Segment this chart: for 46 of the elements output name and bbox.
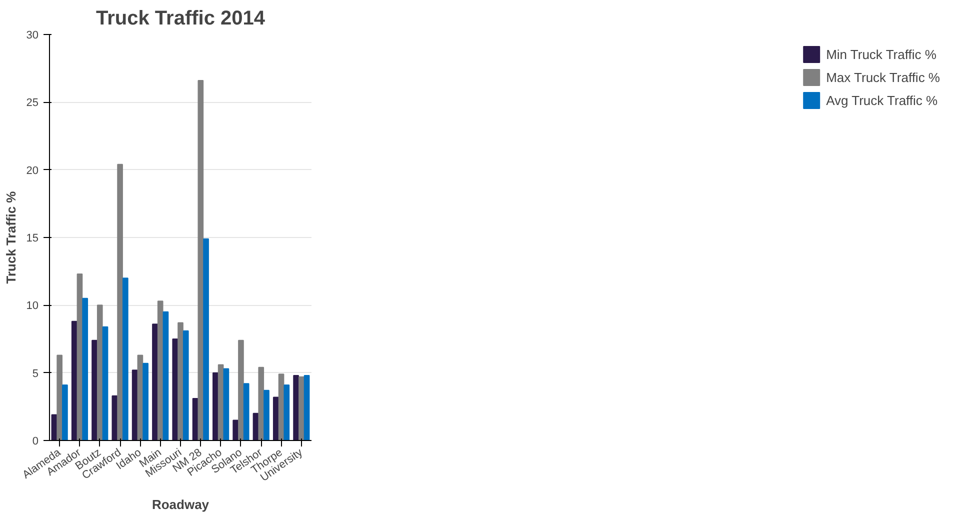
x-axis-title: Roadway [152,497,210,512]
y-tick-label: 20 [26,164,39,177]
bar [56,354,62,440]
bar [272,396,279,440]
bar [96,304,103,440]
bar [198,80,204,440]
bar [178,322,184,440]
bar [152,324,158,440]
y-tick-label: 25 [26,97,39,110]
bar [284,384,290,440]
bar [232,420,239,440]
legend-label: Max Truck Traffic % [826,70,940,84]
bar [258,366,264,440]
bar [62,384,68,440]
y-tick-label: 5 [32,368,39,380]
bar [172,338,178,440]
bar [212,372,218,440]
bar [218,364,224,440]
bar [304,375,310,440]
bar [264,390,270,440]
chart-title: Truck Traffic 2014 [96,8,266,30]
bar [238,340,244,440]
bar [132,370,138,440]
legend-label: Min Truck Traffic % [826,46,936,62]
bar [117,164,123,440]
bar [293,375,299,440]
y-axis-title: Truck Traffic % [3,190,18,284]
bar [102,326,108,440]
bar [71,320,78,440]
bar [142,362,148,440]
bar [92,340,98,440]
legend-label: Avg Truck Traffic % [826,92,938,108]
bar [112,395,118,440]
bar [82,298,88,440]
bar [298,376,304,440]
bar [182,330,189,440]
bar [223,368,230,440]
bar [162,311,169,440]
y-tick-label: 10 [26,300,39,312]
y-tick-label: 30 [26,30,39,42]
bar [157,300,164,440]
bar [122,278,128,440]
bar [243,383,250,440]
y-tick-label: 0 [32,436,39,448]
y-tick-label: 15 [26,232,39,244]
bar [203,238,209,440]
